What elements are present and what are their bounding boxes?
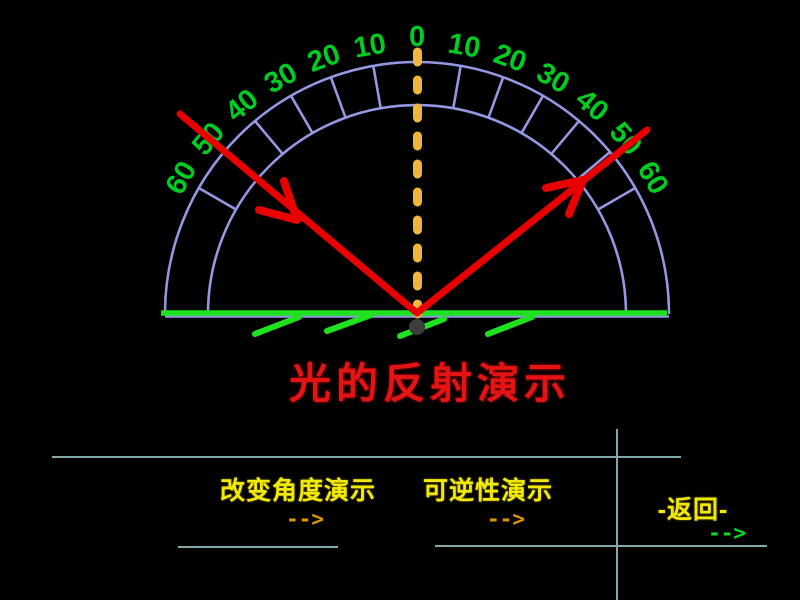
angle-label-20-right: 20 (489, 38, 530, 79)
tick-40-left (254, 120, 284, 155)
change-angle-demo-label: 改变角度演示 (220, 477, 377, 505)
hatch-mark (485, 314, 535, 337)
page-title: 光的反射演示 (288, 360, 571, 407)
reflected-ray-line (413, 126, 651, 317)
angle-label-0: 0 (409, 21, 425, 53)
incident-ray-arrowhead (255, 177, 301, 224)
tick-60-left (198, 186, 237, 211)
bottom-divider-left (178, 546, 338, 548)
bottom-divider-right (435, 545, 767, 547)
angle-label-40-right: 40 (569, 83, 614, 128)
tick-20-right (487, 76, 505, 119)
tick-40-right (550, 120, 580, 155)
angle-label-20-left: 20 (303, 38, 344, 79)
change-angle-arrow-icon: --> (286, 507, 324, 531)
top-divider-line (52, 456, 681, 458)
reversibility-arrow-icon: --> (487, 507, 525, 531)
change-angle-demo-button[interactable]: 改变角度演示 --> (220, 471, 377, 531)
reversibility-demo-button[interactable]: 可逆性演示 --> (421, 471, 555, 531)
tick-20-left (329, 76, 347, 119)
tick-10-left (372, 65, 382, 109)
right-divider-line (616, 429, 618, 600)
angle-label-10-left: 10 (351, 28, 388, 65)
tick-30-right (520, 95, 545, 134)
back-button[interactable]: -返回- --> (636, 490, 750, 545)
reflected-ray (413, 126, 651, 317)
hatch-mark (252, 314, 302, 337)
mirror-hatching (252, 312, 535, 339)
angle-label-40-left: 40 (219, 83, 264, 128)
hatch-mark (324, 312, 374, 334)
back-button-label: -返回- (657, 496, 729, 524)
tick-30-left (289, 95, 314, 134)
angle-label-50-right: 50 (603, 116, 648, 161)
reflected-ray-arrowhead (542, 176, 587, 218)
angle-label-10-right: 10 (446, 28, 483, 65)
tick-50-right (576, 151, 611, 181)
back-arrow-icon: --> (708, 521, 746, 545)
incident-ray (176, 110, 421, 317)
reversibility-demo-label: 可逆性演示 (422, 477, 553, 505)
tick-60-right (597, 186, 636, 211)
tick-10-right (452, 65, 462, 109)
incidence-dot (409, 319, 425, 335)
